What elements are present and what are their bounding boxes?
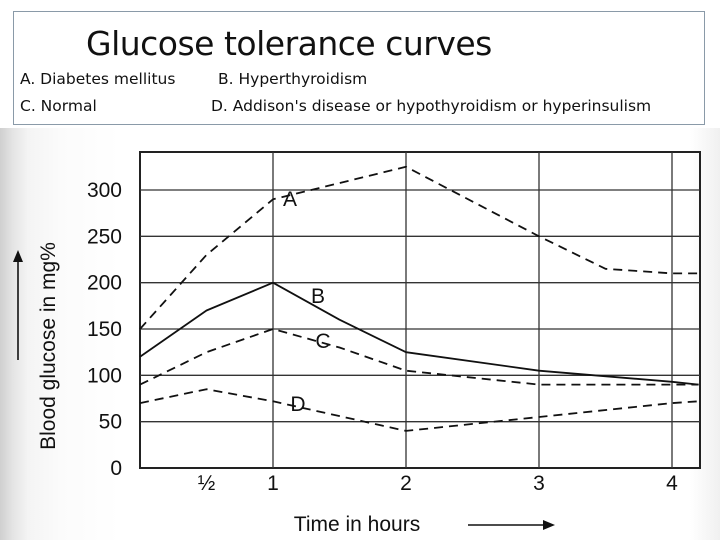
title-box xyxy=(13,11,705,125)
y-axis-arrow-head xyxy=(13,250,23,262)
plot-frame xyxy=(139,151,701,469)
x-tick-label: 3 xyxy=(533,472,545,495)
y-axis-title: Blood glucose in mg% xyxy=(37,242,60,450)
legend-item-c: C. Normal xyxy=(20,97,97,115)
series-line-d xyxy=(139,388,699,432)
y-tick-label: 250 xyxy=(87,225,122,248)
y-tick-label: 200 xyxy=(87,272,122,295)
legend-item-a: A. Diabetes mellitus xyxy=(20,70,176,88)
legend-item-b: B. Hyperthyroidism xyxy=(218,70,368,88)
y-tick-label: 300 xyxy=(87,179,122,202)
series-line-b xyxy=(139,281,699,386)
curve-label-b: B xyxy=(311,285,325,308)
x-tick-label: 4 xyxy=(666,472,678,495)
slide-title: Glucose tolerance curves xyxy=(86,24,492,63)
x-axis-arrow-head xyxy=(543,520,555,530)
curve-label-d: D xyxy=(290,393,305,416)
series-line-a xyxy=(139,165,699,330)
chart-image: 0 50 100 150 200 250 300 ½ 1 2 3 4 Blood glucose in … xyxy=(0,128,720,540)
y-tick-label: 150 xyxy=(87,318,122,341)
y-tick-label: 100 xyxy=(87,364,122,387)
x-tick-label: ½ xyxy=(198,472,216,495)
y-tick-label: 50 xyxy=(99,411,122,434)
x-tick-label: 1 xyxy=(267,472,279,495)
curve-label-c: C xyxy=(315,330,330,353)
x-axis-title: Time in hours xyxy=(294,513,420,536)
curve-label-a: A xyxy=(283,188,297,211)
legend-item-d: D. Addison's disease or hypothyroidism o… xyxy=(211,97,652,115)
y-tick-label: 0 xyxy=(110,457,122,480)
x-tick-label: 2 xyxy=(400,472,412,495)
glucose-chart: 0 50 100 150 200 250 300 ½ 1 2 3 4 Blood glucose in … xyxy=(13,151,701,536)
series-line-c xyxy=(139,328,699,386)
